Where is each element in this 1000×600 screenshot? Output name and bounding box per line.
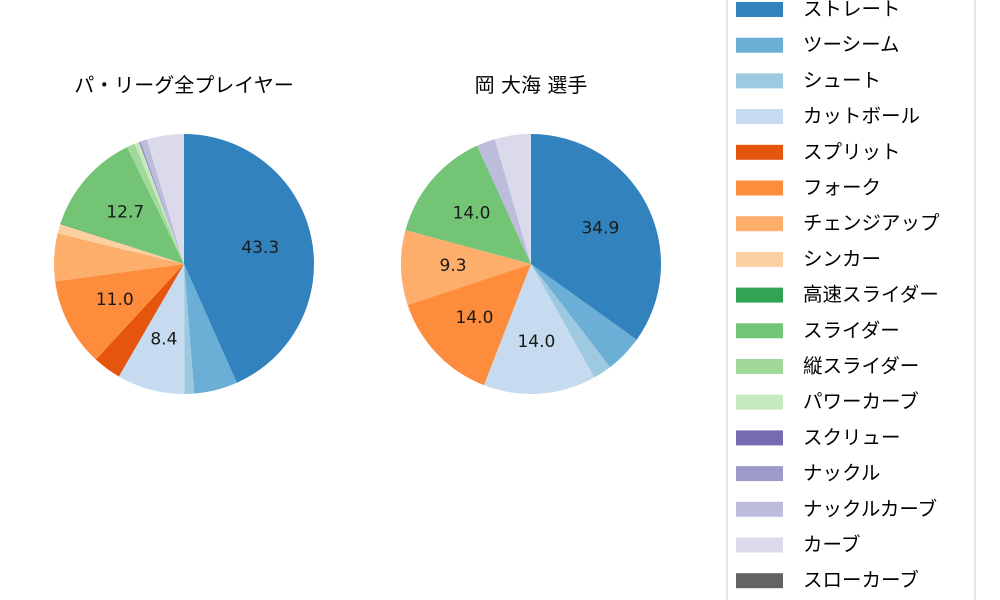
legend-label: ナックル [803, 462, 880, 485]
legend-swatch [736, 37, 783, 53]
pie-slice [477, 139, 531, 264]
legend-swatch [736, 573, 783, 589]
legend-label: 高速スライダー [803, 283, 939, 306]
slice-label: 34.9 [581, 218, 619, 238]
slice-label: 14.0 [453, 204, 491, 224]
legend-item: パワーカーブ [736, 390, 919, 413]
slice-label: 8.4 [150, 329, 177, 349]
pie-chart-player: 岡 大海 選手 34.9 14.0 14.0 9.3 14.0 [401, 73, 662, 394]
pie-slice [55, 264, 184, 360]
pie-slice [483, 264, 595, 394]
pie-slice [531, 264, 637, 368]
legend-item: チェンジアップ [736, 212, 940, 235]
pie-slice [494, 134, 531, 264]
legend-item: 高速スライダー [736, 283, 939, 306]
pie-slice [53, 233, 184, 282]
legend-item: フォーク [736, 176, 881, 199]
slice-label: 43.3 [241, 238, 279, 258]
legend-item: カーブ [736, 533, 860, 556]
legend-label: カットボール [803, 105, 920, 128]
slice-label: 9.3 [440, 256, 467, 276]
pie-slice [139, 141, 184, 264]
pie-slice [60, 147, 184, 264]
legend-label: フォーク [803, 176, 881, 199]
legend-swatch [736, 73, 783, 89]
legend-item: ナックルカーブ [736, 497, 937, 520]
legend-swatch [736, 287, 783, 303]
legend-label: ストレート [803, 0, 901, 21]
pie-chart-league: パ・リーグ全プレイヤー 43.3 8.4 11.0 12.7 [53, 73, 314, 394]
legend-swatch [736, 394, 783, 410]
legend-item: シュート [736, 69, 881, 92]
legend-swatch [736, 2, 783, 17]
legend-label: チェンジアップ [803, 212, 940, 235]
legend-label: 縦スライダー [803, 355, 919, 378]
legend-swatch [736, 251, 783, 267]
legend-item: 縦スライダー [736, 355, 919, 378]
slice-label: 11.0 [96, 290, 134, 310]
pie-slice [184, 264, 195, 394]
pie-slice [146, 134, 184, 264]
legend-label: ナックルカーブ [803, 497, 937, 520]
legend-item: カットボール [736, 105, 920, 128]
slice-label: 12.7 [106, 203, 144, 223]
legend: ストレートツーシームシュートカットボールスプリットフォークチェンジアップシンカー… [726, 0, 976, 600]
legend-label: カーブ [803, 533, 860, 556]
legend-swatch [736, 323, 783, 339]
legend-swatch [736, 466, 783, 482]
pie-slice [184, 264, 237, 394]
pie-slice [118, 264, 185, 394]
pie-slice [407, 264, 531, 386]
pie-slice [531, 134, 662, 340]
legend-label: スローカーブ [803, 569, 919, 592]
legend-item: ストレート [736, 0, 901, 21]
legend-swatch [736, 537, 783, 553]
legend-swatch [736, 216, 783, 232]
pie-slice [95, 264, 184, 377]
slice-label: 14.0 [517, 332, 555, 352]
legend-item: シンカー [736, 247, 881, 270]
legend-label: ツーシーム [803, 33, 900, 56]
legend-item: スローカーブ [736, 569, 919, 592]
legend-swatch [736, 430, 783, 446]
pie-slice [60, 223, 184, 264]
legend-label: シュート [803, 69, 881, 92]
legend-swatch [736, 109, 783, 125]
legend-item: ナックル [736, 462, 880, 485]
legend-label: スプリット [803, 140, 901, 163]
legend-label: スクリュー [803, 426, 901, 449]
slice-label: 14.0 [456, 308, 494, 328]
chart-title: パ・リーグ全プレイヤー [74, 73, 293, 97]
legend-swatch [736, 501, 783, 517]
pie-slice [134, 141, 184, 264]
legend-swatch [736, 144, 783, 160]
legend-item: ツーシーム [736, 33, 900, 56]
pie-slice [531, 264, 611, 378]
legend-label: パワーカーブ [803, 390, 919, 413]
legend-item: スプリット [736, 140, 901, 163]
legend-swatch [736, 180, 783, 196]
legend-frame [726, 0, 976, 600]
legend-item: スライダー [736, 319, 900, 342]
legend-label: シンカー [803, 247, 881, 270]
legend-item: スクリュー [736, 426, 901, 449]
pie-slice [405, 145, 531, 264]
legend-label: スライダー [803, 319, 900, 342]
pie-slice [140, 139, 184, 264]
pie-slice [401, 230, 531, 305]
pie-slice [139, 141, 184, 264]
pie-slice [184, 134, 314, 383]
pie-slice [127, 143, 184, 264]
pie-slice [57, 223, 185, 264]
legend-swatch [736, 359, 783, 374]
chart-title: 岡 大海 選手 [475, 73, 588, 97]
